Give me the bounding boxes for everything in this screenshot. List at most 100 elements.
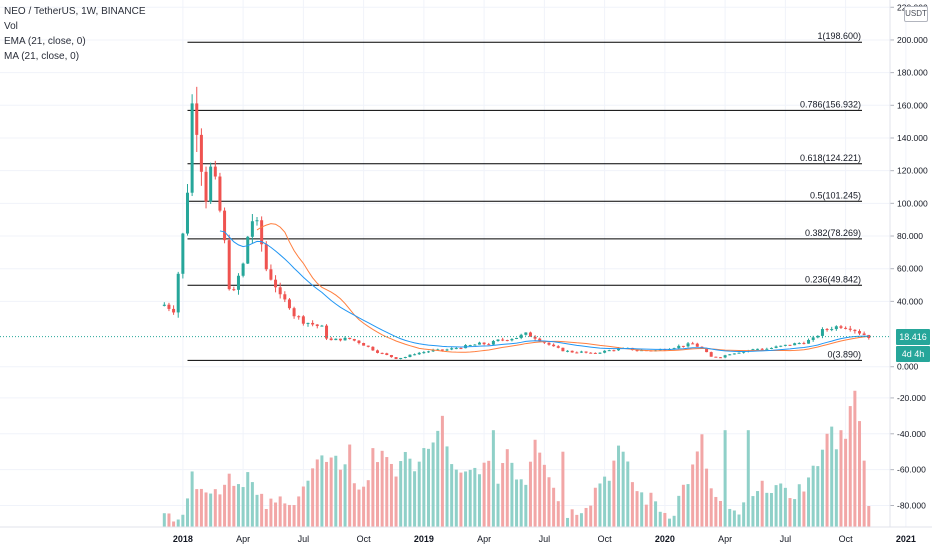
volume-bar [524,484,528,527]
price-tick-label: 0.000 [897,362,919,372]
volume-bar [510,462,514,527]
volume-bar [839,430,843,527]
volume-bar [176,519,180,527]
volume-bar [723,430,727,527]
volume-bar [167,513,171,527]
volume-bar [570,509,574,527]
candle-body [422,352,426,354]
indicator-ma[interactable]: MA (21, close, 0) [4,51,80,62]
candle-body [566,350,570,352]
candle-body [297,316,301,318]
candle-body [820,329,824,336]
ema-line [219,230,869,352]
price-tick-label: 160.000 [897,100,928,110]
volume-bar [663,512,667,527]
candle-body [357,340,361,344]
volume-bar [190,471,194,527]
volume-bar [700,434,704,527]
volume-bar [667,518,671,527]
candle-body [292,308,296,317]
volume-bar [426,448,430,527]
candle-body [278,287,282,295]
price-tick-label: 180.000 [897,68,928,78]
candle-body [227,240,231,290]
candle-body [417,352,421,355]
candle-body [468,345,472,347]
fib-level-label: 0.382(78.269) [805,228,861,238]
candle-body [250,221,254,237]
currency-badge[interactable]: USDT [904,6,928,22]
volume-bar [797,484,801,527]
candle-body [589,352,593,354]
price-tick-label: 100.000 [897,198,928,208]
candle-body [181,233,185,274]
volume-tick-label: -20.000 [897,393,926,403]
candle-body [306,322,310,324]
candle-body [524,332,528,335]
indicator-ema[interactable]: EMA (21, close, 0) [4,36,86,47]
volume-bar [385,457,389,527]
volume-bar [250,482,254,527]
volume-bar [542,464,546,527]
symbol-title[interactable]: NEO / TetherUS, 1W, BINANCE [4,6,146,17]
volume-bar [848,406,852,527]
fib-level-label: 0(3.890) [827,349,861,359]
time-axis[interactable]: 2018 Apr Jul Oct 2019 Apr Jul Oct 2020 Apr Jul Oct 2… [173,534,932,544]
indicator-vol[interactable]: Vol [4,21,18,32]
volume-bar [357,489,361,527]
volume-bar [862,460,866,527]
fibonacci-retracement[interactable]: 1(198.600) 0.786(156.932) 0.618(124.221) 0.… [187,31,862,361]
volume-bar [603,476,607,527]
volume-bar [283,503,287,527]
volume-bar [538,452,542,527]
candle-body [394,357,398,359]
volume-bar [236,484,240,527]
candle-body [348,337,352,339]
candle-body [728,354,732,356]
price-tick-label: 120.000 [897,166,928,176]
volume-bar [612,460,616,527]
volume-bar [311,468,315,527]
candle-body [436,349,440,351]
candle-body [528,332,532,337]
candle-body [241,263,245,276]
time-tick-label: 2020 [655,534,675,544]
candle-body [584,351,588,353]
fib-level-label: 1(198.600) [817,31,861,41]
price-axis[interactable]: 220.000200.000180.000160.000140.000120.0… [890,2,928,510]
volume-bar [477,474,481,527]
candle-body [491,341,495,345]
time-tick-label: 2021 [896,534,916,544]
volume-bar [867,506,871,527]
volume-bar [445,446,449,527]
volume-bar [677,495,681,527]
candle-body [737,352,741,354]
volume-bar [644,504,648,527]
volume-bar [218,494,222,527]
candle-body [338,338,342,341]
candle-body [598,352,602,354]
candle-body [830,329,834,331]
volume-bar [709,488,713,527]
volume-tick-label: -60.000 [897,465,926,475]
volume-bar [566,517,570,527]
volume-bar [185,498,189,527]
time-tick-label: Oct [357,534,372,544]
volume-bar [579,513,583,527]
candle-body [236,275,240,290]
volume-bar [454,469,458,527]
candle-body [862,333,866,335]
candle-body [301,316,305,324]
volume-bar [348,444,352,527]
candle-body [723,355,727,358]
candle-body [538,338,542,342]
volume-bar [172,521,176,527]
legend: NEO / TetherUS, 1W, BINANCE Vol EMA (21,… [4,4,146,64]
candle-body [612,350,616,352]
volume-bar [376,462,380,527]
last-price-badge: 18.416 [896,328,930,345]
time-tick-label: Jul [780,534,792,544]
candle-body [496,339,500,342]
volume-bar [223,484,227,527]
